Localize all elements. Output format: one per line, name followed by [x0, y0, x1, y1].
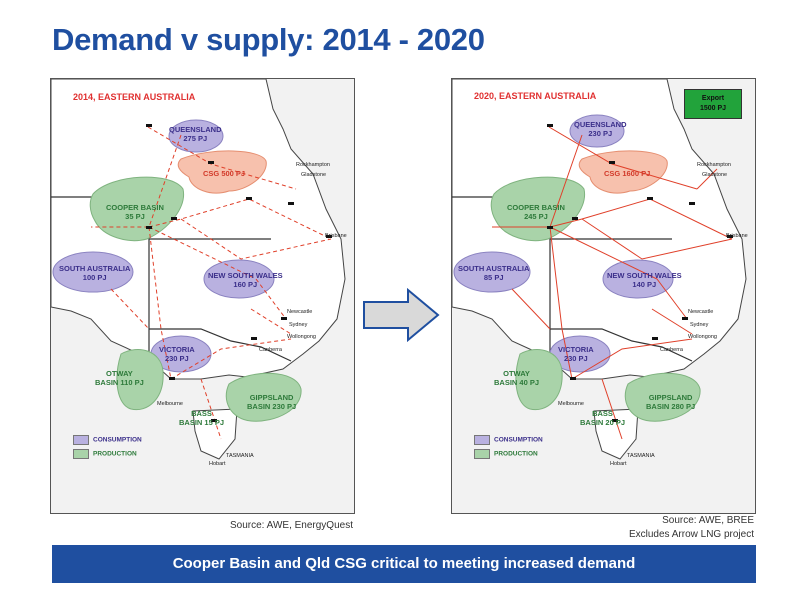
city-canberra-2014: Canberra: [259, 347, 282, 353]
region-sa-2020: SOUTH AUSTRALIA 85 PJ: [458, 264, 530, 282]
city-tasmania-2014: TASMANIA: [226, 453, 254, 459]
region-otway-2020: OTWAY BASIN 40 PJ: [494, 369, 540, 387]
region-cooper-2020: COOPER BASIN 245 PJ: [507, 203, 565, 221]
city-gladstone-2020: Gladstone: [702, 172, 728, 178]
region-queensland-2020: QUEENSLAND 230 PJ: [574, 120, 627, 138]
city-rockhampton-2020: Rockhampton: [697, 162, 731, 168]
region-victoria-2014: VICTORIA 230 PJ: [159, 345, 195, 363]
city-sydney-2020: Sydney: [690, 322, 709, 328]
region-gippsland-2020: GIPPSLAND BASIN 280 PJ: [646, 393, 696, 411]
summary-banner: Cooper Basin and Qld CSG critical to mee…: [52, 545, 756, 583]
region-cooper-2014: COOPER BASIN 35 PJ: [106, 203, 164, 221]
city-newcastle-2020: Newcastle: [688, 309, 714, 315]
region-csg-2020: CSG 1600 PJ: [604, 169, 651, 178]
legend-consumption-2014: CONSUMPTION: [73, 435, 142, 445]
city-brisbane-2020: Brisbane: [726, 233, 748, 239]
map-2014: 2014, EASTERN AUSTRALIA QUEENSLAND 275 PJ…: [50, 78, 355, 514]
map-2020-heading: 2020, EASTERN AUSTRALIA: [474, 91, 597, 101]
map-2020: 2020, EASTERN AUSTRALIA Export 1500 PJ QU…: [451, 78, 756, 514]
map-2020-graphic: [452, 79, 747, 460]
city-gladstone-2014: Gladstone: [301, 172, 327, 178]
region-bass-2020: BASS BASIN 20 PJ: [580, 409, 626, 427]
source-left: Source: AWE, EnergyQuest: [229, 520, 353, 531]
map-2014-heading: 2014, EASTERN AUSTRALIA: [73, 92, 196, 102]
city-melbourne-2020: Melbourne: [558, 401, 584, 407]
region-sa-2014: SOUTH AUSTRALIA 100 PJ: [59, 264, 131, 282]
city-wollongong-2020: Wollongong: [688, 334, 717, 340]
city-canberra-2020: Canberra: [660, 347, 683, 353]
city-brisbane-2014: Brisbane: [325, 233, 347, 239]
region-nsw-2014: NEW SOUTH WALES 160 PJ: [208, 271, 283, 289]
city-hobart-2020: Hobart: [610, 461, 627, 467]
region-bass-2014: BASS BASIN 15 PJ: [179, 409, 225, 427]
city-sydney-2014: Sydney: [289, 322, 308, 328]
region-gippsland-2014: GIPPSLAND BASIN 230 PJ: [247, 393, 297, 411]
region-victoria-2020: VICTORIA 230 PJ: [558, 345, 594, 363]
city-tasmania-2020: TASMANIA: [627, 453, 655, 459]
city-wollongong-2014: Wollongong: [287, 334, 316, 340]
city-rockhampton-2014: Rockhampton: [296, 162, 330, 168]
region-queensland-2014: QUEENSLAND 275 PJ: [169, 125, 222, 143]
city-hobart-2014: Hobart: [209, 461, 226, 467]
source-right-line1: Source: AWE, BREE: [662, 515, 754, 526]
map-2014-graphic: [51, 79, 346, 460]
city-melbourne-2014: Melbourne: [157, 401, 183, 407]
legend-production-2014: PRODUCTION: [73, 449, 137, 459]
region-csg-2014: CSG 500 PJ: [203, 169, 246, 178]
region-otway-2014: OTWAY BASIN 110 PJ: [95, 369, 144, 387]
city-newcastle-2014: Newcastle: [287, 309, 313, 315]
page-title: Demand v supply: 2014 - 2020: [52, 22, 485, 57]
arrow-right-icon: [363, 288, 440, 342]
legend-production-2020: PRODUCTION: [474, 449, 538, 459]
source-right-line2: Excludes Arrow LNG project: [628, 529, 754, 540]
legend-consumption-2020: CONSUMPTION: [474, 435, 543, 445]
region-nsw-2020: NEW SOUTH WALES 140 PJ: [607, 271, 682, 289]
export-box: Export 1500 PJ: [684, 89, 742, 119]
